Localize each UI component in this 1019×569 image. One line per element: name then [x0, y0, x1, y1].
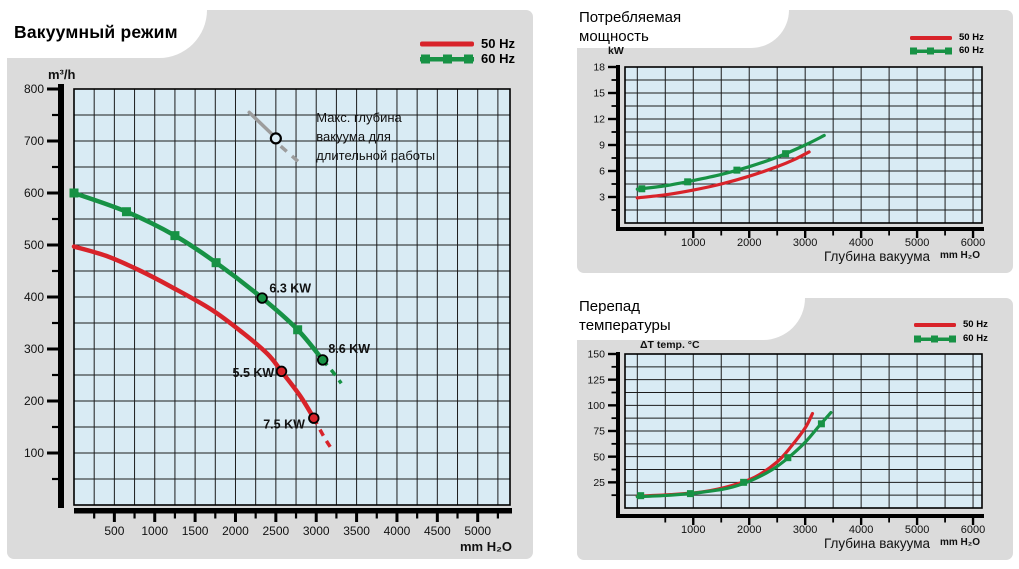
svg-text:6.3 KW: 6.3 KW [269, 281, 311, 295]
svg-text:вакуума для: вакуума для [316, 129, 391, 144]
svg-text:3000: 3000 [303, 524, 330, 538]
svg-text:700: 700 [24, 134, 44, 148]
line-60hz-icon [420, 54, 474, 63]
svg-text:6000: 6000 [961, 237, 985, 249]
svg-text:1000: 1000 [681, 524, 705, 536]
svg-text:300: 300 [24, 342, 44, 356]
svg-text:1000: 1000 [141, 524, 168, 538]
temp-legend-60hz-label: 60 Hz [963, 333, 988, 344]
svg-text:kW: kW [608, 45, 624, 57]
svg-text:500: 500 [24, 238, 44, 252]
svg-text:7.5 KW: 7.5 KW [263, 418, 305, 432]
svg-text:25: 25 [593, 477, 605, 489]
svg-text:3000: 3000 [793, 237, 817, 249]
svg-text:15: 15 [593, 88, 605, 100]
vacuum-legend-60hz: 60 Hz [420, 51, 515, 66]
svg-text:1000: 1000 [681, 237, 705, 249]
temp-legend-50hz: 50 Hz [914, 319, 988, 330]
svg-text:Глубина вакуума: Глубина вакуума [824, 249, 931, 264]
svg-text:12: 12 [593, 114, 605, 126]
svg-text:mm H₂O: mm H₂O [940, 250, 980, 261]
svg-text:1500: 1500 [182, 524, 209, 538]
svg-text:75: 75 [593, 426, 605, 438]
vacuum-legend-50hz: 50 Hz [420, 36, 515, 51]
power-title-line1: Потребляемая [579, 9, 682, 26]
svg-text:2000: 2000 [737, 524, 761, 536]
power-legend-50hz: 50 Hz [910, 32, 984, 43]
line-50hz-icon [910, 35, 952, 40]
svg-text:100: 100 [24, 446, 44, 460]
svg-text:4000: 4000 [849, 237, 873, 249]
temp-legend-50hz-label: 50 Hz [963, 319, 988, 330]
temp-title: Перепад температуры [579, 297, 671, 335]
svg-text:Глубина вакуума: Глубина вакуума [824, 536, 931, 551]
svg-text:3: 3 [599, 192, 605, 204]
temp-title-notch [577, 298, 805, 340]
svg-text:500: 500 [104, 524, 124, 538]
svg-text:4000: 4000 [384, 524, 411, 538]
line-60hz-icon [910, 47, 952, 54]
svg-text:длительной работы: длительной работы [316, 148, 435, 163]
svg-text:18: 18 [593, 62, 605, 74]
svg-text:9: 9 [599, 140, 605, 152]
svg-text:mm H₂O: mm H₂O [940, 537, 980, 548]
svg-text:4000: 4000 [849, 524, 873, 536]
svg-text:m³/h: m³/h [48, 67, 76, 82]
svg-text:200: 200 [24, 394, 44, 408]
line-50hz-icon [420, 41, 474, 46]
svg-text:4500: 4500 [424, 524, 451, 538]
svg-text:50: 50 [593, 451, 605, 463]
svg-text:5.5 KW: 5.5 KW [233, 366, 275, 380]
svg-text:2000: 2000 [737, 237, 761, 249]
svg-text:6: 6 [599, 166, 605, 178]
power-title-line2: мощность [579, 28, 649, 45]
svg-text:800: 800 [24, 82, 44, 96]
svg-text:100: 100 [587, 400, 605, 412]
temp-legend-60hz: 60 Hz [914, 333, 988, 344]
svg-text:ΔT temp. °C: ΔT temp. °C [640, 339, 700, 351]
svg-text:600: 600 [24, 186, 44, 200]
temp-title-line2: температуры [579, 317, 671, 334]
power-legend-60hz: 60 Hz [910, 45, 984, 56]
svg-text:2000: 2000 [222, 524, 249, 538]
vacuum-title: Вакуумный режим [14, 22, 178, 42]
svg-text:2500: 2500 [263, 524, 290, 538]
power-title: Потребляемая мощность [579, 8, 681, 46]
svg-text:3500: 3500 [343, 524, 370, 538]
svg-text:125: 125 [587, 374, 605, 386]
svg-text:5000: 5000 [905, 524, 929, 536]
vacuum-legend-50hz-label: 50 Hz [481, 36, 515, 51]
svg-text:6000: 6000 [961, 524, 985, 536]
svg-text:Макс. глубина: Макс. глубина [316, 110, 402, 125]
power-chart: 3 6 9 12 15 18 1000 2000 3000 4000 5000 6000 kW Глуби… [593, 45, 985, 264]
power-legend-60hz-label: 60 Hz [959, 45, 984, 56]
line-60hz-icon [914, 335, 956, 342]
power-title-notch [577, 10, 789, 48]
svg-text:400: 400 [24, 290, 44, 304]
vacuum-chart: 100 200 300 400 500 600 700 800 500 1000 1500 2000 2… [24, 67, 512, 554]
svg-text:mm H₂O: mm H₂O [460, 539, 512, 554]
svg-text:8.6 KW: 8.6 KW [328, 342, 370, 356]
svg-text:150: 150 [587, 349, 605, 361]
temp-chart: 25 50 75 100 125 150 1000 2000 3000 4000 5000 6000 Δ… [587, 339, 985, 551]
line-50hz-icon [914, 322, 956, 327]
vacuum-legend-60hz-label: 60 Hz [481, 51, 515, 66]
svg-text:3000: 3000 [793, 524, 817, 536]
svg-text:5000: 5000 [464, 524, 491, 538]
vacuum-title-notch [7, 10, 207, 58]
svg-text:5000: 5000 [905, 237, 929, 249]
temp-title-line1: Перепад [579, 298, 641, 315]
power-legend-50hz-label: 50 Hz [959, 32, 984, 43]
